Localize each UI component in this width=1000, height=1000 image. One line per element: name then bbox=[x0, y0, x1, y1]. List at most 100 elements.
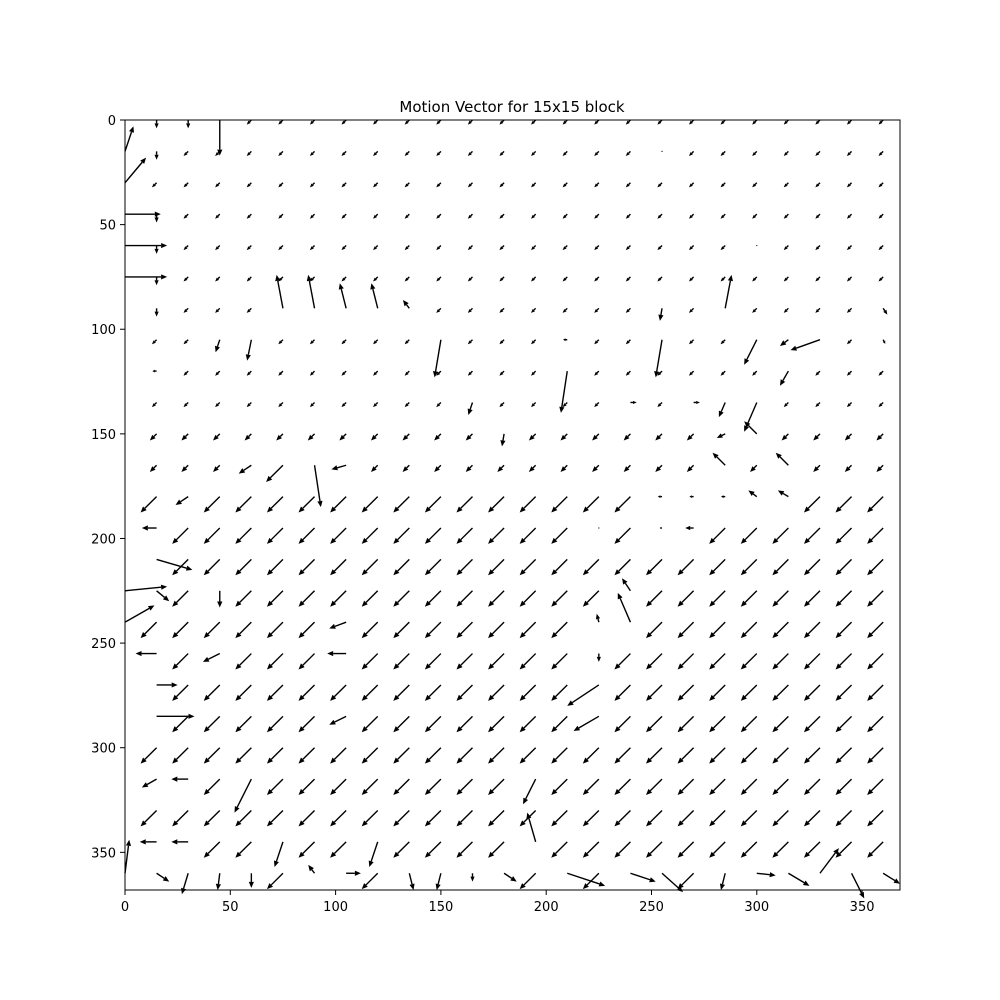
motion-vector bbox=[467, 150, 473, 156]
motion-vector bbox=[658, 308, 664, 321]
motion-vector bbox=[499, 245, 505, 251]
motion-vector bbox=[361, 590, 379, 607]
motion-vector bbox=[488, 715, 505, 733]
motion-vector bbox=[835, 621, 853, 639]
motion-vector bbox=[772, 590, 789, 607]
motion-vector bbox=[867, 527, 884, 544]
motion-vector bbox=[803, 778, 821, 796]
y-tick-label: 0 bbox=[108, 114, 116, 129]
motion-vector bbox=[815, 213, 821, 219]
motion-vector bbox=[393, 841, 410, 858]
motion-vector bbox=[594, 307, 600, 313]
motion-vector bbox=[246, 213, 252, 219]
motion-vector bbox=[424, 621, 442, 639]
motion-vector bbox=[882, 307, 888, 315]
motion-vector bbox=[819, 848, 839, 874]
motion-vector bbox=[772, 778, 789, 796]
motion-vector bbox=[846, 276, 853, 282]
motion-vector bbox=[677, 747, 695, 764]
motion-vector bbox=[361, 684, 379, 701]
motion-vector bbox=[718, 402, 726, 418]
motion-vector bbox=[835, 684, 853, 701]
motion-vector bbox=[562, 245, 568, 251]
motion-vector bbox=[630, 400, 637, 405]
motion-vector bbox=[614, 527, 631, 544]
motion-vector bbox=[488, 621, 505, 639]
motion-vector bbox=[720, 495, 726, 499]
motion-vector bbox=[790, 339, 821, 351]
motion-vector bbox=[878, 401, 884, 408]
y-tick-label: 200 bbox=[91, 532, 116, 547]
motion-vector bbox=[582, 747, 600, 764]
motion-vector bbox=[404, 150, 410, 156]
motion-vector bbox=[657, 401, 663, 408]
motion-vector bbox=[803, 590, 821, 607]
motion-vector bbox=[266, 464, 284, 482]
motion-vector bbox=[309, 245, 316, 251]
motion-vector bbox=[693, 400, 700, 405]
motion-vector bbox=[779, 370, 789, 386]
motion-vector bbox=[688, 370, 695, 376]
x-tick-label: 200 bbox=[534, 900, 559, 915]
motion-vector bbox=[172, 747, 189, 764]
motion-vector bbox=[393, 809, 410, 827]
motion-vector bbox=[623, 464, 631, 472]
motion-vector bbox=[519, 496, 537, 513]
motion-vector bbox=[424, 684, 442, 701]
x-tick-label: 50 bbox=[222, 900, 239, 915]
motion-vector bbox=[846, 307, 853, 313]
motion-vector bbox=[436, 119, 442, 125]
motion-vector bbox=[266, 715, 284, 733]
motion-vector bbox=[740, 684, 758, 701]
motion-vector bbox=[433, 339, 442, 378]
motion-vector bbox=[309, 401, 316, 408]
motion-vector bbox=[266, 778, 284, 796]
y-tick-label: 250 bbox=[91, 637, 116, 652]
motion-vector bbox=[867, 684, 884, 701]
motion-vector bbox=[370, 433, 379, 441]
motion-vector bbox=[183, 370, 189, 376]
motion-vector bbox=[499, 339, 505, 345]
motion-vector bbox=[688, 307, 695, 313]
motion-vector bbox=[183, 276, 189, 282]
motion-vector bbox=[657, 245, 663, 251]
motion-vector bbox=[172, 684, 189, 701]
motion-vector bbox=[813, 464, 821, 472]
motion-vector bbox=[783, 307, 789, 313]
motion-vector bbox=[424, 841, 442, 858]
motion-vector bbox=[503, 872, 517, 882]
motion-vector bbox=[772, 684, 789, 701]
motion-vector bbox=[567, 872, 606, 887]
motion-vector bbox=[361, 715, 379, 733]
motion-vector bbox=[203, 841, 221, 858]
motion-vector bbox=[720, 339, 726, 345]
motion-vector bbox=[646, 590, 663, 607]
motion-vector bbox=[404, 276, 410, 282]
motion-vector bbox=[688, 339, 695, 345]
motion-vector bbox=[756, 872, 776, 878]
motion-vector bbox=[519, 715, 537, 733]
motion-vector bbox=[844, 433, 853, 441]
motion-vector bbox=[646, 747, 663, 764]
motion-vector bbox=[614, 809, 631, 827]
motion-vector bbox=[309, 213, 316, 219]
motion-vector bbox=[217, 120, 223, 156]
motion-vector bbox=[393, 621, 410, 639]
motion-vector bbox=[876, 464, 884, 472]
motion-vector bbox=[646, 778, 663, 796]
motion-vector bbox=[393, 778, 410, 796]
motion-vector bbox=[215, 245, 221, 251]
motion-vector bbox=[246, 150, 252, 156]
motion-vector bbox=[215, 276, 221, 282]
motion-vector bbox=[594, 339, 600, 345]
motion-vector bbox=[531, 276, 537, 282]
motion-vector bbox=[215, 182, 221, 188]
motion-vector bbox=[330, 558, 347, 576]
motion-vector bbox=[625, 307, 631, 313]
motion-vector bbox=[783, 245, 789, 251]
motion-vector bbox=[519, 872, 537, 890]
motion-vector bbox=[815, 276, 821, 282]
motion-vector bbox=[202, 652, 221, 662]
motion-vector bbox=[330, 841, 347, 858]
motion-vector bbox=[266, 496, 284, 513]
